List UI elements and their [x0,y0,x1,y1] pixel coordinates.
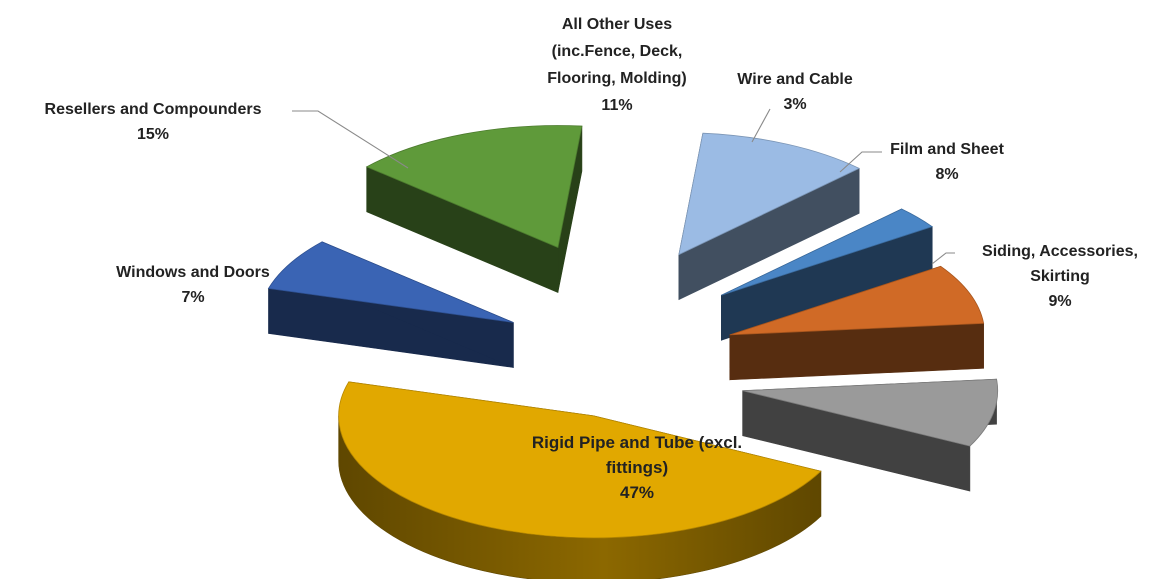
leader-line-resellers [292,110,409,169]
slice-label-wire-cable: Wire and Cable 3% [737,71,853,113]
slice-label-rigid-pipe: Rigid Pipe and Tube (excl. fittings) 47% [532,433,742,502]
slice-windows-doors-top [267,241,514,323]
slice-label-windows-doors: Windows and Doors 7% [116,264,270,306]
leader-line-wire-cable [751,108,771,143]
slice-label-line: All Other Uses [562,16,672,33]
slice-resellers-top [365,125,583,249]
leader-lines-group [292,108,955,265]
slice-label-line: Wire and Cable [737,71,853,88]
slice-film-sheet-top [729,265,985,336]
slice-label-siding: Siding, Accessories, Skirting 9% [982,243,1138,310]
slice-labels-group: Rigid Pipe and Tube (excl. fittings) 47% Wi… [45,16,1138,502]
slice-resellers [365,125,583,293]
slice-label-line: Film and Sheet [890,141,1004,158]
slice-wire-cable-top [721,208,934,296]
slice-other-uses [678,132,861,301]
slice-value-label: 15% [137,126,169,143]
slice-label-line: Windows and Doors [116,264,270,281]
slice-siding [742,378,999,492]
pie-slices-group [267,125,999,579]
slice-value-label: 9% [1048,293,1071,310]
slice-film-sheet [729,265,985,381]
slice-label-line: Skirting [1030,268,1090,285]
slice-label-resellers: Resellers and Compounders 15% [45,101,262,143]
slice-label-line: (inc.Fence, Deck, [552,43,683,60]
slice-label-line: Resellers and Compounders [45,101,262,118]
slice-label-line: Flooring, Molding) [547,70,687,87]
slice-label-line: Siding, Accessories, [982,243,1138,260]
slice-wire-cable [721,208,934,341]
slice-siding-top [742,378,999,447]
slice-value-label: 3% [783,96,806,113]
slice-other-uses-top [678,132,861,256]
slice-value-label: 11% [601,97,632,114]
slice-label-line: Rigid Pipe and Tube (excl. [532,433,742,452]
slice-windows-doors [267,241,514,368]
slice-value-label: 8% [935,166,958,183]
slice-label-line: fittings) [606,458,668,477]
slice-rigid-pipe [338,381,822,579]
slice-rigid-pipe-top [338,381,822,539]
slice-label-other-uses: All Other Uses (inc.Fence, Deck, Flooring,… [547,16,687,114]
slice-label-film-sheet: Film and Sheet 8% [890,141,1004,183]
leader-line-film-sheet [839,151,882,173]
slice-value-label: 47% [620,483,654,502]
leader-line-siding [931,252,955,265]
slice-value-label: 7% [181,289,204,306]
